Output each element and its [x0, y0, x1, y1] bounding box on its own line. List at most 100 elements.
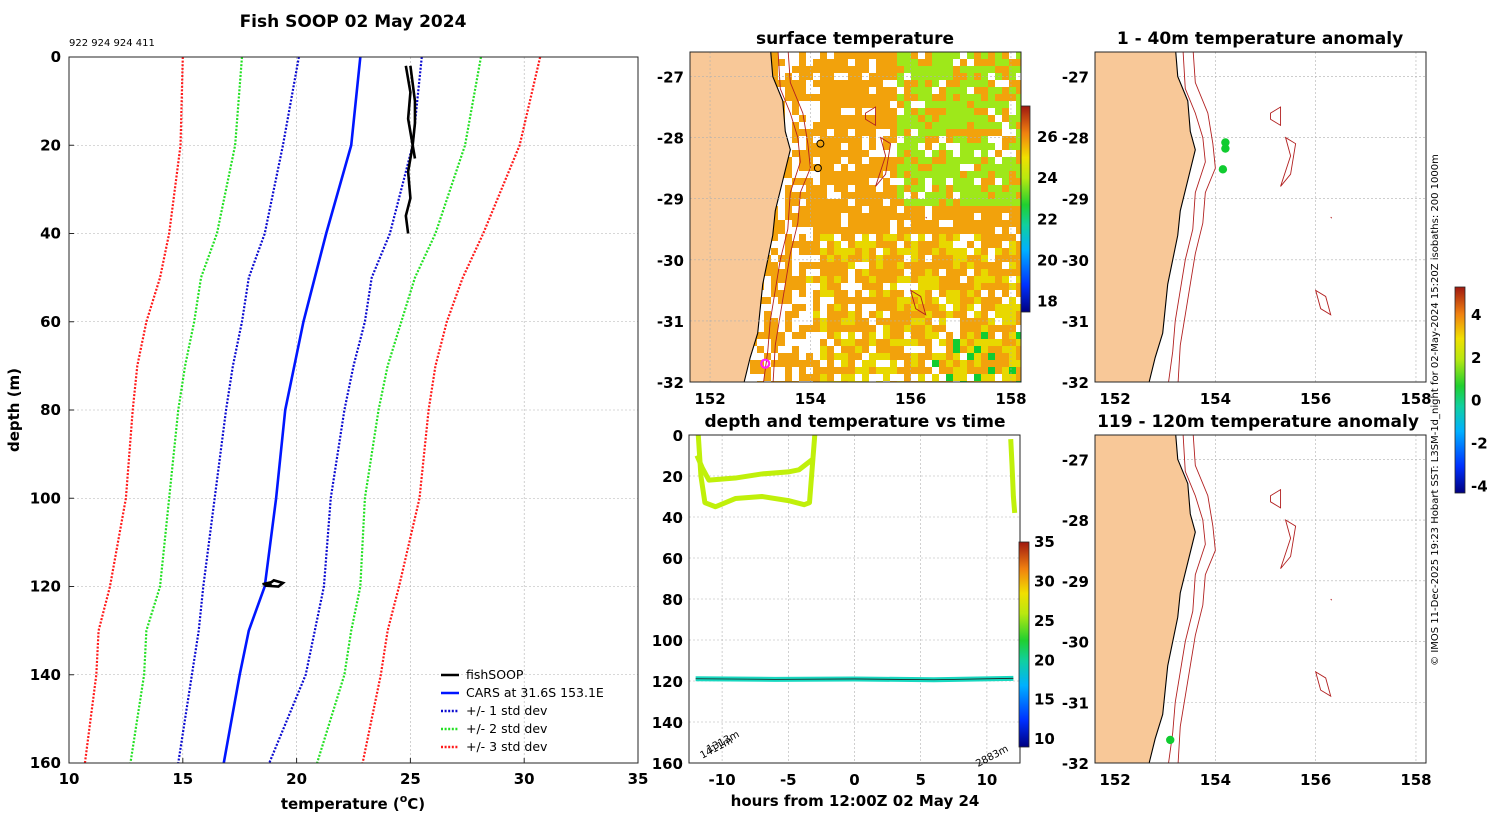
sst-cell: [953, 311, 960, 318]
anom2-xtick-label: 152: [1099, 771, 1130, 789]
sst-cell: [834, 108, 841, 115]
sst-cell: [995, 339, 1002, 346]
sst-cell: [981, 94, 988, 101]
sst-cell: [1002, 290, 1009, 297]
sst-cell: [974, 66, 981, 73]
sst-cell: [799, 94, 806, 101]
sst-cell: [855, 108, 862, 115]
sst-cell: [876, 339, 883, 346]
sst-cell: [981, 115, 988, 122]
sst-cell: [841, 234, 848, 241]
sst-cell: [813, 59, 820, 66]
sst-cell: [967, 283, 974, 290]
sst-cell: [799, 276, 806, 283]
sst-cell: [890, 122, 897, 129]
sst-cell: [869, 52, 876, 59]
track-colorbar-label: 30: [1034, 572, 1055, 590]
sst-cell: [967, 157, 974, 164]
sst-cell: [806, 374, 813, 381]
sst-cell: [827, 367, 834, 374]
sst-cell: [932, 80, 939, 87]
anom2-points: [1166, 735, 1175, 745]
sst-cell: [785, 192, 792, 199]
sst-cell: [981, 304, 988, 311]
sst-cell: [904, 164, 911, 171]
track-ytick-label: 160: [652, 755, 683, 773]
sst-cell: [918, 304, 925, 311]
sst-cell: [988, 353, 995, 360]
sst-cell: [792, 101, 799, 108]
sst-cell: [974, 164, 981, 171]
sst-cell: [953, 360, 960, 367]
sst-cell: [841, 178, 848, 185]
sst-cell: [925, 129, 932, 136]
sst-cell: [862, 248, 869, 255]
sst-cell: [967, 136, 974, 143]
sst-cell: [1016, 66, 1021, 73]
anom2-panel: 119 - 120m temperature anomaly 152 154 156…: [1062, 412, 1432, 789]
sst-cell: [883, 290, 890, 297]
sst-cell: [988, 199, 995, 206]
sst-cell: [960, 206, 967, 213]
sst-cell: [911, 255, 918, 262]
sst-cell: [960, 178, 967, 185]
sst-cell: [862, 374, 869, 381]
anom1-ytick-label: -27: [1062, 68, 1089, 86]
sst-cell: [918, 332, 925, 339]
sst-cell: [960, 87, 967, 94]
sst-cell: [848, 115, 855, 122]
sst-cell: [897, 304, 904, 311]
sst-cell: [932, 269, 939, 276]
sst-cell: [939, 199, 946, 206]
sst-cell: [1002, 360, 1009, 367]
sst-cell: [911, 80, 918, 87]
sst-ticks: 152 154 156 158 -27 -28 -29 -30 -31 -32: [657, 68, 1027, 408]
sst-cell: [862, 241, 869, 248]
sst-cell: [932, 101, 939, 108]
sst-cell: [820, 87, 827, 94]
sst-cell: [862, 276, 869, 283]
sst-cell: [841, 171, 848, 178]
sst-cell: [848, 213, 855, 220]
sst-cell: [827, 122, 834, 129]
sst-cell: [939, 178, 946, 185]
sst-cell: [995, 276, 1002, 283]
sst-cell: [862, 94, 869, 101]
profile-ytick-label: 0: [51, 48, 61, 66]
sst-cell: [925, 318, 932, 325]
sst-cell: [932, 171, 939, 178]
sst-cell: [960, 80, 967, 87]
sst-cell: [785, 374, 792, 381]
sst-cell: [876, 346, 883, 353]
sst-cell: [897, 332, 904, 339]
sst-cell: [960, 248, 967, 255]
sst-cell: [932, 157, 939, 164]
sst-cell: [855, 157, 862, 164]
sst-cell: [953, 262, 960, 269]
sst-cell: [953, 248, 960, 255]
anom1-xtick-label: 158: [1400, 390, 1431, 408]
sst-cell: [778, 339, 785, 346]
sst-cell: [904, 101, 911, 108]
sst-cell: [981, 220, 988, 227]
sst-cell: [904, 150, 911, 157]
sst-cell: [778, 59, 785, 66]
sst-cell: [904, 297, 911, 304]
sst-cell: [883, 192, 890, 199]
sst-cell: [897, 311, 904, 318]
sst-cell: [904, 234, 911, 241]
track-xtick-label: 0: [849, 771, 859, 789]
sst-cell: [890, 318, 897, 325]
sst-cell: [1002, 325, 1009, 332]
sst-cell: [820, 178, 827, 185]
sst-cell: [960, 94, 967, 101]
sst-cell: [820, 262, 827, 269]
sst-cell: [820, 290, 827, 297]
sst-cell: [1016, 87, 1021, 94]
sst-cell: [918, 276, 925, 283]
sst-cell: [890, 367, 897, 374]
sst-cell: [834, 339, 841, 346]
sst-cell: [799, 234, 806, 241]
sst-cell: [827, 157, 834, 164]
legend-label: +/- 3 std dev: [466, 739, 548, 754]
